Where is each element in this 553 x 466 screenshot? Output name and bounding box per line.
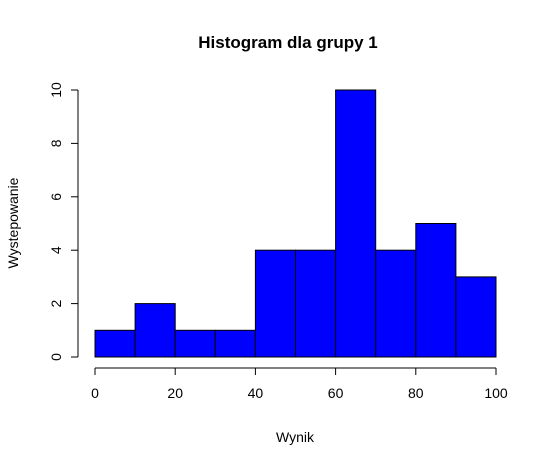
x-tick-label: 40: [248, 385, 264, 401]
x-tick-label: 100: [484, 385, 508, 401]
y-tick-label: 0: [48, 353, 64, 361]
x-axis-label: Wynik: [276, 429, 315, 445]
histogram-bar: [375, 249, 417, 358]
histogram-bar: [174, 329, 216, 358]
x-tick-label: 60: [328, 385, 344, 401]
histogram-bar: [335, 89, 377, 358]
x-tick-label: 80: [408, 385, 424, 401]
y-tick-label: 10: [48, 82, 64, 98]
histogram-bar: [455, 276, 497, 358]
histogram-bar: [415, 223, 457, 358]
y-tick-label: 4: [48, 246, 64, 254]
bars-group: [94, 89, 497, 358]
y-axis-label: Wystepowanie: [5, 177, 21, 268]
histogram-bar: [214, 329, 256, 358]
chart-title: Histogram dla grupy 1: [198, 33, 377, 52]
y-tick-label: 2: [48, 299, 64, 307]
histogram-bar: [94, 329, 136, 358]
y-axis: 0 2 4 6 8 10: [48, 82, 79, 361]
histogram-bar: [134, 303, 176, 358]
histogram-bar: [254, 249, 296, 358]
x-axis: 0 20 40 60 80 100: [91, 367, 508, 401]
x-tick-label: 20: [167, 385, 183, 401]
y-tick-label: 8: [48, 139, 64, 147]
x-tick-label: 0: [91, 385, 99, 401]
y-tick-label: 6: [48, 193, 64, 201]
histogram-bar: [295, 249, 337, 358]
